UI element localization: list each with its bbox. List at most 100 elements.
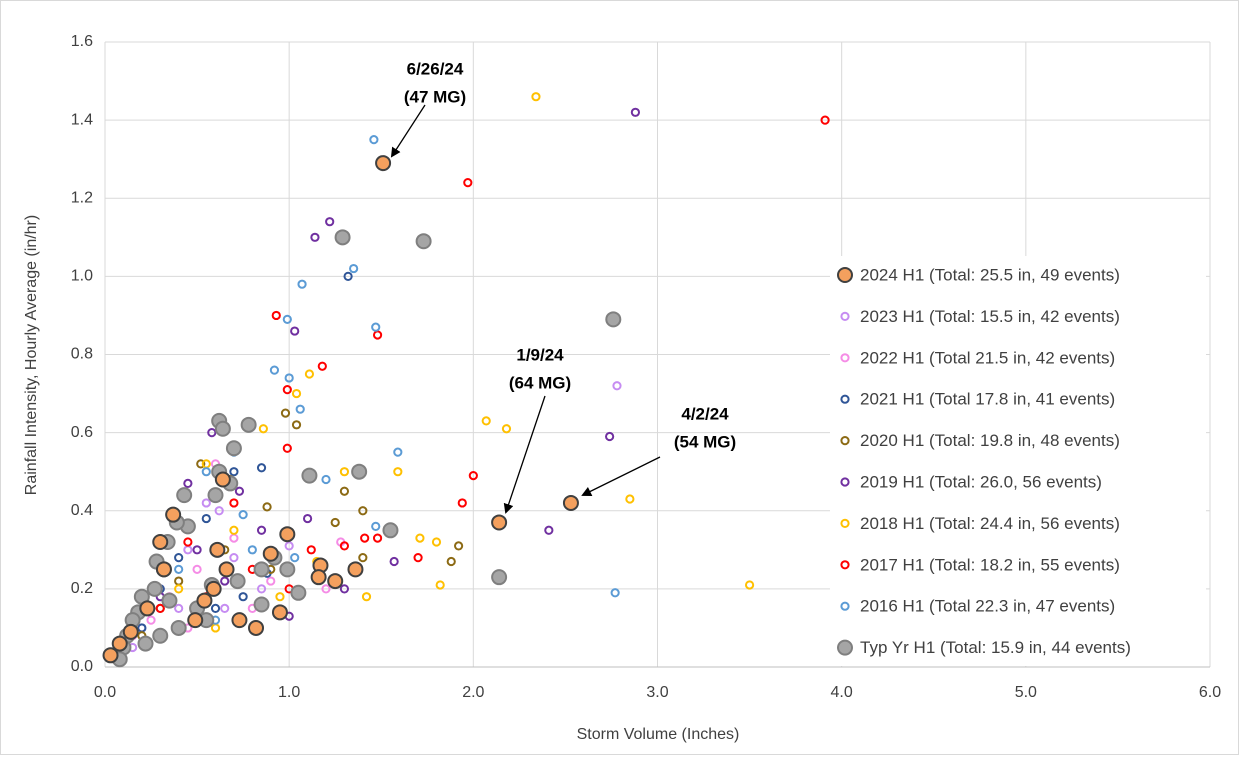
data-point xyxy=(301,467,318,484)
data-point xyxy=(351,463,368,480)
data-point xyxy=(457,498,467,508)
annotation-text: (64 MG) xyxy=(509,373,571,392)
y-tick-label: 1.6 xyxy=(71,33,93,50)
data-point xyxy=(358,506,368,516)
data-point xyxy=(256,525,267,535)
legend-box xyxy=(830,256,1206,666)
legend-label: 2020 H1 (Total: 19.8 in, 48 events) xyxy=(860,431,1120,450)
data-point xyxy=(544,525,554,535)
y-tick-label: 1.0 xyxy=(71,268,93,285)
data-point xyxy=(262,502,272,512)
data-point xyxy=(152,627,169,644)
legend-marker xyxy=(840,518,850,529)
data-point xyxy=(325,217,335,227)
data-point xyxy=(174,553,184,563)
data-point xyxy=(468,470,478,481)
data-point xyxy=(266,576,276,586)
data-point xyxy=(330,517,340,528)
annotation-arrow xyxy=(581,456,661,496)
annotation-text: 4/2/24 xyxy=(681,404,729,423)
annotation-arrow xyxy=(503,395,546,514)
legend-label: 2024 H1 (Total: 25.5 in, 49 events) xyxy=(860,265,1120,284)
legend-label: 2022 H1 (Total 21.5 in, 42 events) xyxy=(860,348,1115,367)
data-point xyxy=(610,588,620,598)
x-tick-label: 5.0 xyxy=(1015,684,1037,701)
data-point xyxy=(174,603,184,614)
data-point xyxy=(231,612,248,629)
y-tick-label: 0.0 xyxy=(71,658,93,675)
data-point xyxy=(256,584,267,594)
x-tick-label: 0.0 xyxy=(94,684,116,701)
data-point xyxy=(358,553,368,563)
data-point xyxy=(111,635,128,652)
data-point xyxy=(280,408,291,418)
data-point xyxy=(271,310,281,321)
data-point xyxy=(393,447,403,457)
y-tick-label: 0.2 xyxy=(71,580,93,597)
annotation-text: (54 MG) xyxy=(674,432,736,451)
data-point xyxy=(389,556,399,567)
data-point xyxy=(349,263,359,274)
data-point xyxy=(240,416,257,433)
data-point xyxy=(630,107,641,117)
data-point xyxy=(161,592,178,609)
data-point xyxy=(820,115,830,125)
data-point xyxy=(220,603,230,614)
data-point xyxy=(339,584,350,594)
data-point xyxy=(282,443,292,453)
data-point xyxy=(139,600,156,617)
x-tick-label: 3.0 xyxy=(646,684,668,701)
data-point xyxy=(152,534,169,550)
data-point xyxy=(605,311,622,328)
data-point xyxy=(282,314,292,324)
data-point xyxy=(196,592,213,609)
data-point xyxy=(137,635,154,652)
data-point xyxy=(183,478,193,489)
legend-marker xyxy=(840,560,850,570)
legend-label: Typ Yr H1 (Total: 15.9 in, 44 events) xyxy=(860,638,1131,657)
y-tick-label: 1.4 xyxy=(71,111,93,128)
data-point xyxy=(382,522,399,539)
data-point xyxy=(170,619,187,636)
data-point xyxy=(122,623,139,640)
y-axis-label: Rainfall Intensity, Hourly Average (in/h… xyxy=(23,215,40,495)
legend-label: 2021 H1 (Total 17.8 in, 41 events) xyxy=(860,390,1115,409)
data-point xyxy=(279,526,296,543)
annotation-text: 6/26/24 xyxy=(407,59,464,78)
data-point xyxy=(371,322,381,332)
data-point xyxy=(562,494,579,511)
data-point xyxy=(253,596,270,613)
data-point xyxy=(321,474,331,485)
data-point xyxy=(297,279,307,289)
data-point xyxy=(209,541,226,558)
data-point xyxy=(205,580,222,597)
data-point xyxy=(605,431,615,442)
data-point xyxy=(454,541,464,551)
data-point xyxy=(207,487,224,504)
data-point xyxy=(201,513,211,524)
data-point xyxy=(463,178,473,188)
data-point xyxy=(196,459,206,469)
legend-marker xyxy=(837,267,853,283)
data-point xyxy=(248,619,265,636)
legend-marker xyxy=(840,353,850,363)
data-point xyxy=(247,545,257,555)
data-point xyxy=(183,537,193,547)
data-point xyxy=(214,471,231,488)
legend-label: 2016 H1 (Total 22.3 in, 47 events) xyxy=(860,597,1115,616)
data-point xyxy=(282,385,292,395)
data-point xyxy=(339,541,350,551)
data-point xyxy=(744,580,755,590)
data-point xyxy=(360,533,370,543)
data-point xyxy=(415,533,425,543)
data-point xyxy=(501,424,512,434)
data-point xyxy=(306,545,316,555)
data-point xyxy=(229,498,239,508)
legend-marker xyxy=(840,477,850,487)
data-point xyxy=(210,603,221,614)
data-point xyxy=(229,573,246,590)
data-point xyxy=(291,420,302,430)
data-point xyxy=(284,541,294,551)
data-point xyxy=(343,271,353,281)
